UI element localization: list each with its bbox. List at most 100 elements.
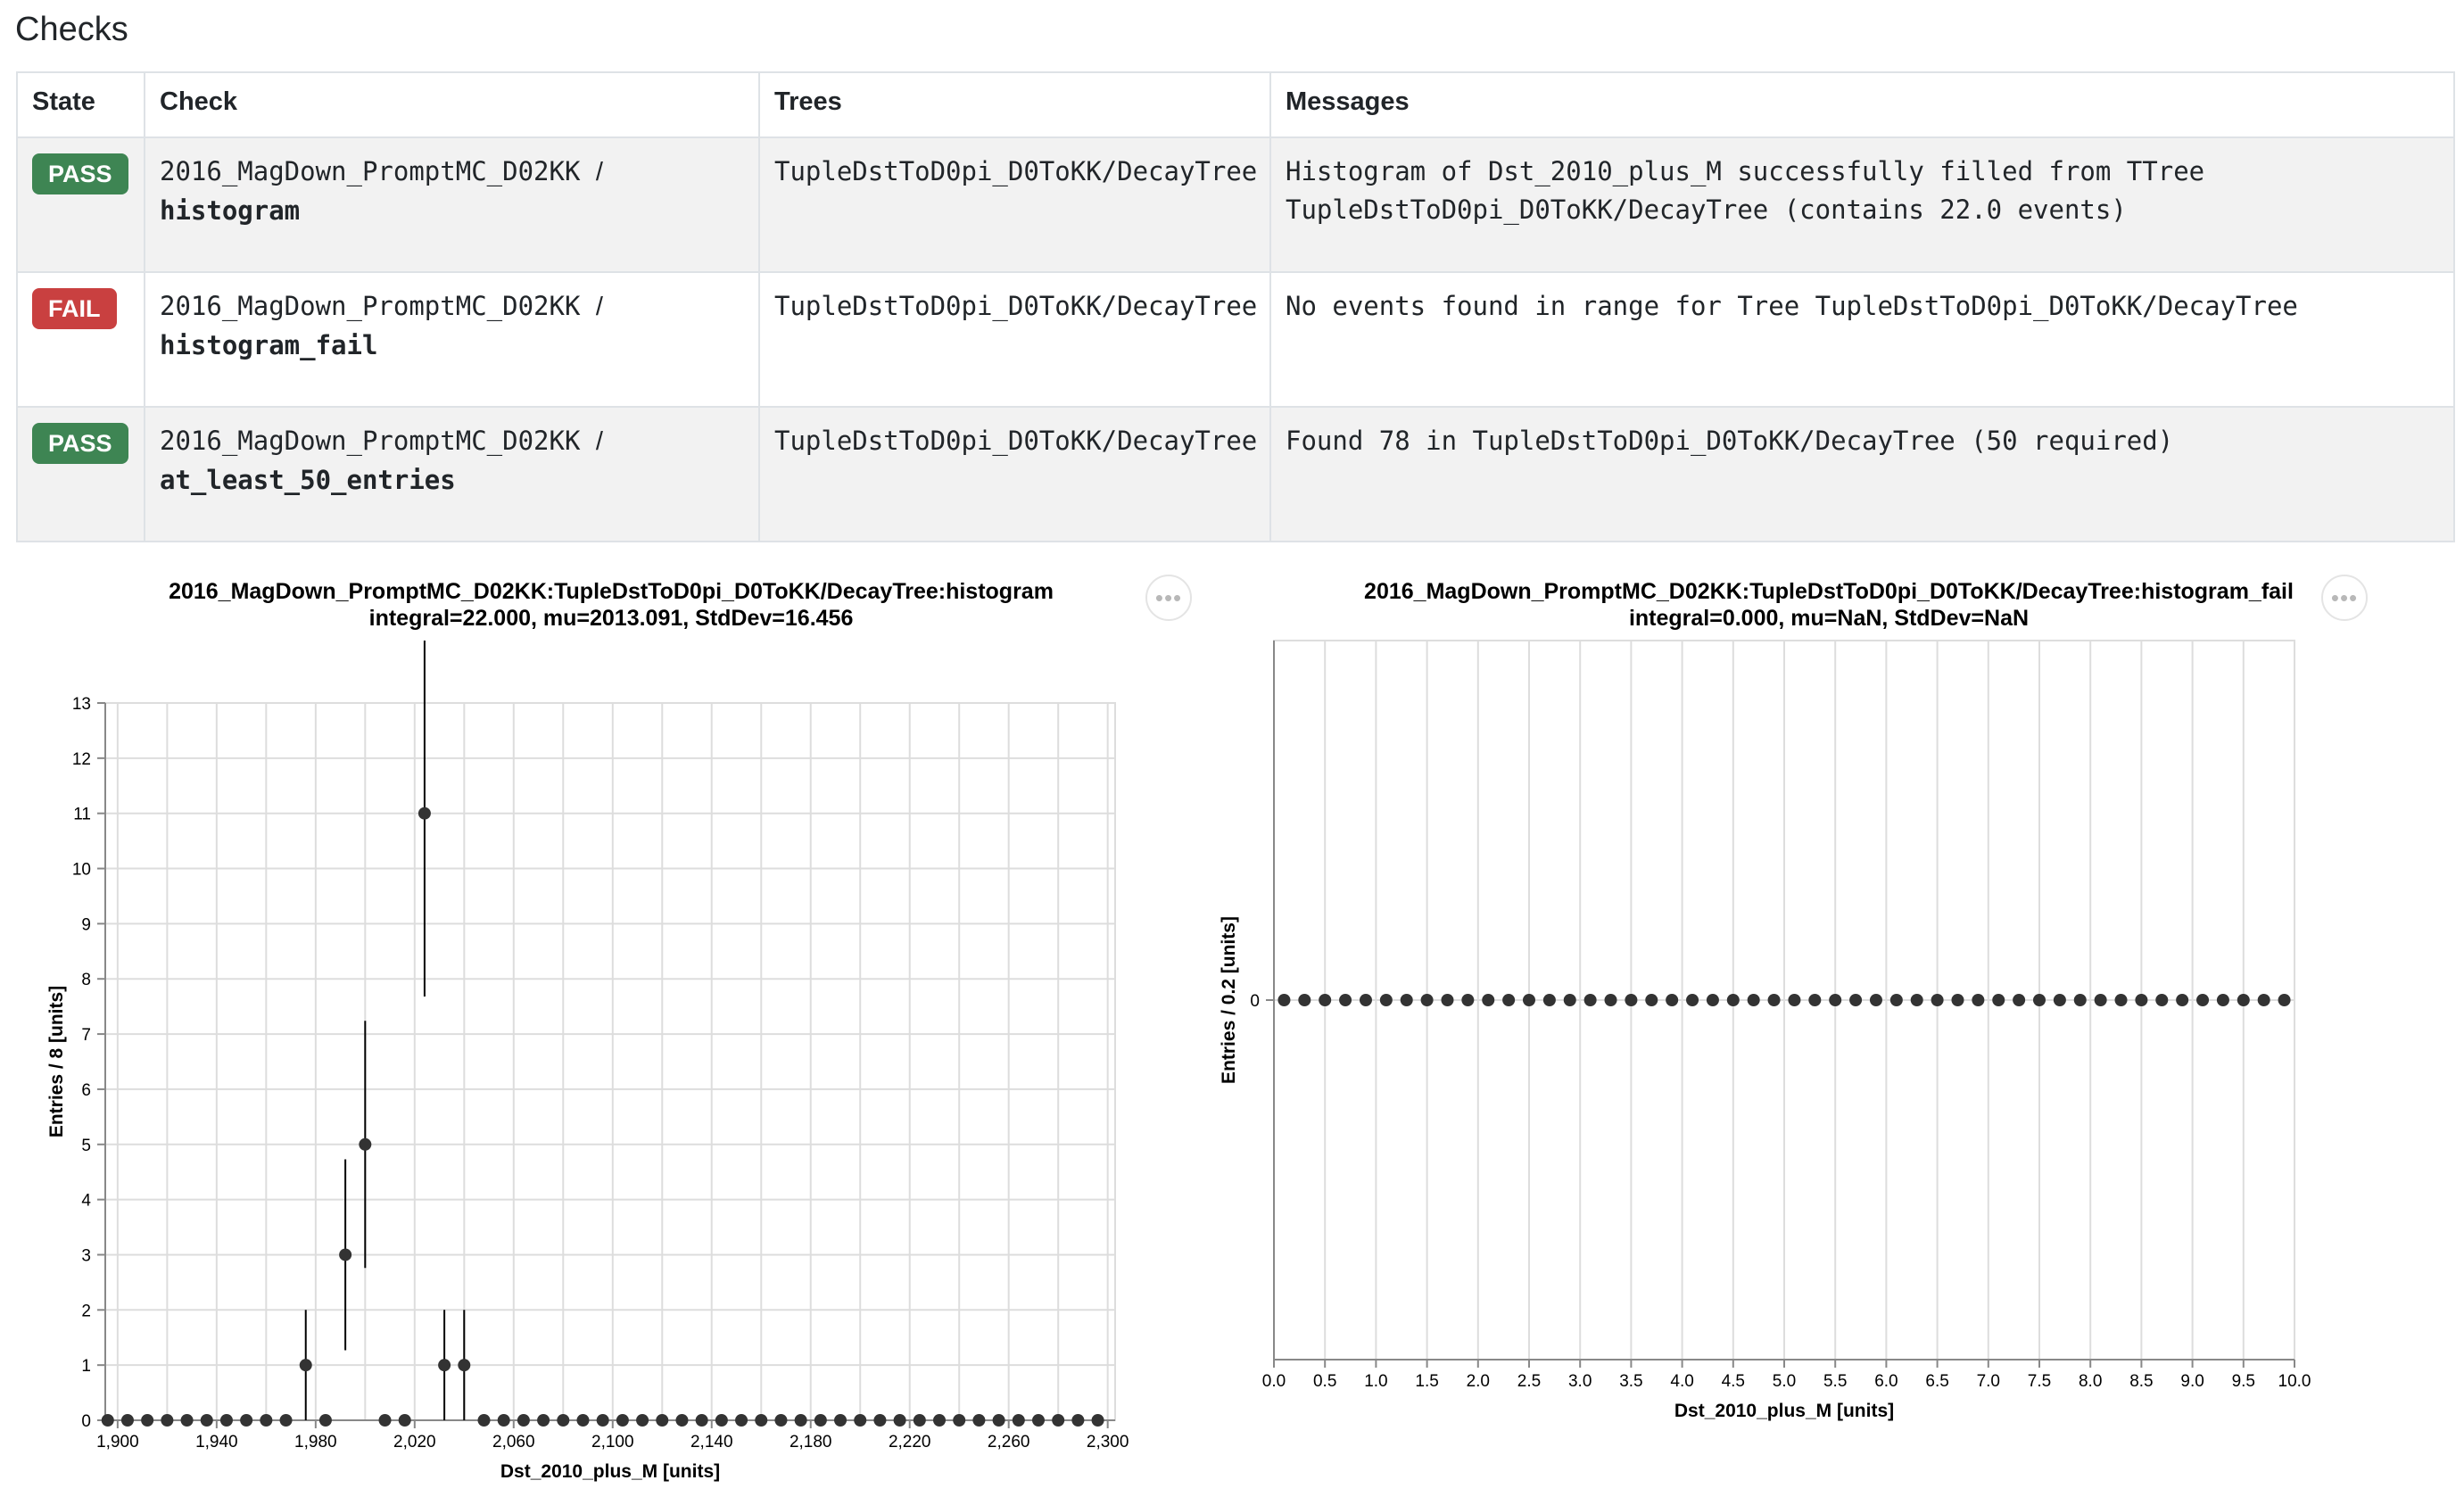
x-tick-label: 3.5	[1619, 1372, 1642, 1391]
data-point	[933, 1414, 947, 1427]
check-prefix: 2016_MagDown_PromptMC_D02KK	[160, 291, 581, 321]
x-tick-label: 9.5	[2232, 1372, 2255, 1391]
status-badge: PASS	[32, 153, 128, 194]
y-tick-label: 8	[81, 971, 91, 989]
page-title: Checks	[15, 11, 128, 48]
column-header-messages[interactable]: Messages	[1269, 71, 2455, 138]
chart-actions-button[interactable]: •••	[1145, 575, 1192, 621]
x-tick-label: 10.0	[2278, 1372, 2311, 1391]
data-point	[2176, 994, 2189, 1006]
y-tick-label: 11	[73, 806, 91, 824]
data-point	[537, 1414, 550, 1427]
x-tick-label: 8.0	[2079, 1372, 2102, 1391]
data-point	[1889, 994, 1903, 1006]
x-tick-label: 2.0	[1467, 1372, 1490, 1391]
histogram-chart: 1,900 1,940 1,980 2,020 2,060 2,100 2,140 2,180…	[46, 641, 1129, 1482]
status-badge: FAIL	[32, 288, 117, 329]
check-cell: 2016_MagDown_PromptMC_D02KK / histogram	[144, 136, 760, 273]
data-point	[2237, 994, 2250, 1006]
data-point	[1277, 994, 1291, 1006]
check-cell: 2016_MagDown_PromptMC_D02KK / histogram_…	[144, 271, 760, 408]
data-point	[1767, 994, 1781, 1006]
data-point	[1420, 994, 1434, 1006]
data-point	[1583, 994, 1597, 1006]
y-tick-label: 7	[81, 1026, 91, 1045]
data-point	[2257, 994, 2270, 1006]
ellipsis-icon: •••	[2330, 583, 2359, 611]
data-point	[2053, 994, 2066, 1006]
column-header-check[interactable]: Check	[144, 71, 760, 138]
column-header-trees[interactable]: Trees	[758, 71, 1271, 138]
state-cell: PASS	[16, 406, 145, 542]
data-point	[2135, 994, 2148, 1006]
data-point	[1706, 994, 1719, 1006]
data-point	[141, 1414, 154, 1427]
x-axis-title: Dst_2010_plus_M [units]	[1674, 1401, 1894, 1421]
data-point	[1726, 994, 1740, 1006]
message-cell: Found 78 in TupleDstToD0pi_D0ToKK/DecayT…	[1269, 406, 2455, 542]
y-axis-title: Entries / 0.2 [units]	[1219, 916, 1239, 1084]
y-tick-label: 2	[81, 1302, 91, 1320]
data-point	[418, 806, 431, 820]
data-point	[596, 1414, 609, 1427]
status-badge: PASS	[32, 423, 128, 464]
data-point	[1012, 1414, 1025, 1427]
data-point	[557, 1414, 570, 1427]
plot-title: 2016_MagDown_PromptMC_D02KK:TupleDstToD0…	[36, 578, 1187, 632]
data-point	[1808, 994, 1822, 1006]
data-point	[260, 1414, 273, 1427]
data-point	[1972, 994, 1985, 1006]
data-point	[1359, 994, 1372, 1006]
data-point	[755, 1414, 768, 1427]
y-tick-label: 3	[81, 1246, 91, 1265]
x-tick-label: 7.0	[1977, 1372, 2000, 1391]
check-name: histogram_fail	[160, 330, 378, 360]
x-tick-label: 2,220	[889, 1433, 931, 1452]
column-header-state[interactable]: State	[16, 71, 145, 138]
check-separator: /	[595, 158, 603, 186]
data-point	[1523, 994, 1535, 1006]
x-tick-label: 0.0	[1262, 1372, 1286, 1391]
check-cell: 2016_MagDown_PromptMC_D02KK / at_least_5…	[144, 406, 760, 542]
check-separator: /	[595, 293, 603, 321]
data-point	[1319, 994, 1332, 1006]
data-point	[120, 1414, 134, 1427]
state-cell: FAIL	[16, 271, 145, 408]
x-tick-label: 2,260	[988, 1433, 1030, 1452]
data-point	[794, 1414, 807, 1427]
data-point	[180, 1414, 194, 1427]
data-point	[1400, 994, 1413, 1006]
data-point	[675, 1414, 689, 1427]
data-point	[200, 1414, 213, 1427]
y-tick-label: 4	[81, 1192, 91, 1211]
check-name: at_least_50_entries	[160, 465, 456, 495]
x-tick-label: 1.0	[1364, 1372, 1387, 1391]
data-point	[1482, 994, 1495, 1006]
data-point	[854, 1414, 867, 1427]
data-point	[2114, 994, 2128, 1006]
data-point	[972, 1414, 986, 1427]
data-point	[834, 1414, 848, 1427]
data-point	[893, 1414, 906, 1427]
data-point	[299, 1359, 312, 1372]
table-header-row: State Check Trees Messages	[16, 71, 2455, 138]
ellipsis-icon: •••	[1154, 583, 1183, 611]
data-point	[497, 1414, 510, 1427]
plot-stats-line: integral=22.000, mu=2013.091, StdDev=16.…	[368, 606, 854, 631]
y-tick-label: 1	[81, 1357, 91, 1376]
data-point	[101, 1414, 114, 1427]
message-cell: No events found in range for Tree TupleD…	[1269, 271, 2455, 408]
x-tick-label: 7.5	[2028, 1372, 2051, 1391]
data-point	[1849, 994, 1863, 1006]
data-point	[318, 1414, 332, 1427]
chart-actions-button[interactable]: •••	[2321, 575, 2368, 621]
data-point	[814, 1414, 827, 1427]
y-tick-label: 5	[81, 1137, 91, 1155]
plot-title: 2016_MagDown_PromptMC_D02KK:TupleDstToD0…	[1249, 578, 2409, 632]
data-point	[1461, 994, 1475, 1006]
data-point	[2073, 994, 2087, 1006]
table-row: PASS 2016_MagDown_PromptMC_D02KK / histo…	[16, 136, 2455, 273]
data-point	[616, 1414, 629, 1427]
trees-cell: TupleDstToD0pi_D0ToKK/DecayTree	[758, 136, 1271, 273]
data-point	[1052, 1414, 1065, 1427]
